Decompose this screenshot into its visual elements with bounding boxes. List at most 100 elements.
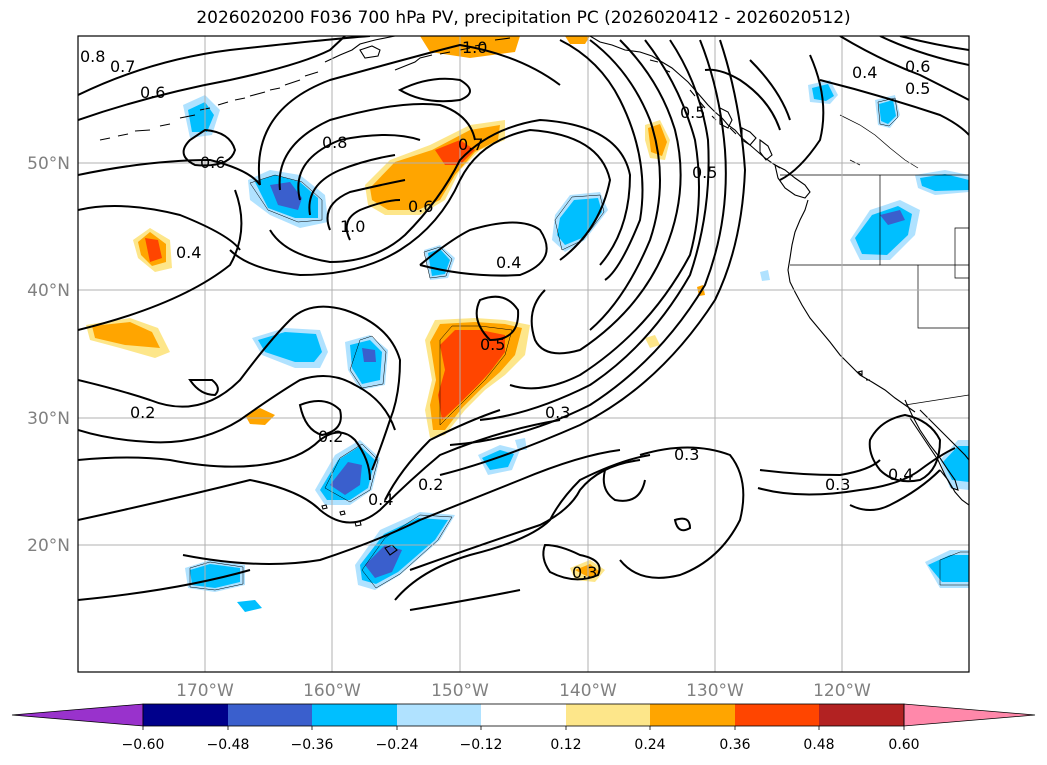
pv-contour xyxy=(530,39,682,355)
colorbar-cell-max-extend xyxy=(903,703,1036,727)
pv-contour xyxy=(619,446,745,579)
lat-label: 30°N xyxy=(27,409,70,429)
pv-contour xyxy=(269,118,632,266)
pv-contour xyxy=(182,449,621,565)
contour-label: 0.6 xyxy=(408,197,433,216)
contour-label: 0.6 xyxy=(140,83,165,102)
contour-label: 0.3 xyxy=(545,403,570,422)
pv-contour xyxy=(673,517,692,532)
pv-contour xyxy=(868,413,942,483)
colorbar-tick-label: −0.12 xyxy=(460,737,503,753)
contour-label: 0.4 xyxy=(888,465,913,484)
contour-label: 0.7 xyxy=(110,57,135,76)
pv-contour xyxy=(229,128,612,277)
colorbar-cell xyxy=(397,704,481,726)
lon-label: 170°W xyxy=(176,681,234,701)
contour-label: 0.2 xyxy=(418,475,443,494)
precip-shading xyxy=(86,36,969,612)
contour-label: 0.4 xyxy=(496,253,521,272)
colorbar-tick-label: −0.60 xyxy=(122,737,165,753)
colorbar-tick-label: −0.24 xyxy=(376,737,419,753)
lon-label: 150°W xyxy=(431,681,489,701)
pv-contour xyxy=(78,375,396,444)
contour-labels: 0.8 0.7 0.6 0.6 1.0 0.8 1.0 0.7 0.6 0.4 … xyxy=(80,38,930,582)
contour-label: 1.0 xyxy=(340,217,365,236)
contour-label: 0.4 xyxy=(852,63,877,82)
contour-label: 0.2 xyxy=(318,427,343,446)
contour-label: 0.6 xyxy=(200,153,225,172)
pv-contour xyxy=(559,39,644,281)
pv-contour xyxy=(78,431,371,481)
pv-contour xyxy=(278,103,476,191)
contour-label: 0.8 xyxy=(80,47,105,66)
contour-label: 0.6 xyxy=(905,57,930,76)
pv-contour xyxy=(759,459,881,477)
colorbar-cell xyxy=(143,704,228,726)
pv-contour xyxy=(78,305,402,471)
map-title: 2026020200 F036 700 hPa PV, precipitatio… xyxy=(196,8,851,28)
contour-label: 0.3 xyxy=(674,445,699,464)
contour-label: 0.5 xyxy=(680,103,705,122)
pv-contour xyxy=(182,128,237,167)
colorbar: −0.60 −0.48 −0.36 −0.24 −0.12 0.12 0.24 … xyxy=(11,703,1036,753)
pv-contour xyxy=(704,68,781,131)
pv-contour xyxy=(449,39,727,446)
contour-label: 0.8 xyxy=(322,133,347,152)
colorbar-cell xyxy=(819,704,904,726)
pv-contour xyxy=(384,409,501,501)
pv-contour xyxy=(78,569,521,611)
borders xyxy=(780,114,969,406)
pv-contour xyxy=(542,543,601,581)
pv-contour xyxy=(78,189,243,331)
pv-contour xyxy=(419,221,548,277)
pv-contour xyxy=(257,43,561,186)
pv-contour xyxy=(298,400,342,437)
colorbar-cell xyxy=(650,704,735,726)
pv-contour xyxy=(297,134,421,201)
pv-contours xyxy=(78,36,969,611)
contour-label: 0.4 xyxy=(368,490,393,509)
pv-contour xyxy=(394,454,651,601)
colorbar-tick-label: 0.24 xyxy=(634,737,665,753)
pv-contour xyxy=(78,158,261,186)
pv-contour xyxy=(188,379,219,397)
contour-label: 0.2 xyxy=(130,403,155,422)
colorbar-cell xyxy=(312,704,397,726)
colorbar-tick-label: 0.60 xyxy=(888,737,919,753)
pv-contour xyxy=(479,39,710,421)
pv-contour xyxy=(409,459,641,571)
pv-contour xyxy=(819,79,969,136)
pv-contour xyxy=(78,205,241,251)
pv-contour xyxy=(589,39,661,331)
pv-contour xyxy=(475,295,520,342)
pv-contour xyxy=(326,179,406,231)
pv-contour xyxy=(308,154,396,216)
pv-contour xyxy=(757,447,956,496)
gridlines xyxy=(78,36,969,672)
pv-contour xyxy=(345,199,401,241)
colorbar-tick-label: −0.36 xyxy=(291,737,334,753)
pv-contour xyxy=(849,469,941,511)
pv-contour xyxy=(78,36,371,96)
colorbar-tick-label: 0.12 xyxy=(550,737,581,753)
contour-label: 0.5 xyxy=(905,79,930,98)
pv-contour xyxy=(839,36,969,101)
contour-label: 0.3 xyxy=(825,475,850,494)
colorbar-cell xyxy=(735,704,819,726)
map-frame xyxy=(77,35,970,673)
lat-label: 40°N xyxy=(27,281,70,301)
map-plot-area: 0.8 0.7 0.6 0.6 1.0 0.8 1.0 0.7 0.6 0.4 … xyxy=(78,36,969,672)
lat-label: 20°N xyxy=(27,536,70,556)
pv-contour xyxy=(397,77,471,103)
contour-label: 1.0 xyxy=(462,38,487,57)
colorbar-tick-label: 0.48 xyxy=(803,737,834,753)
pv-contour xyxy=(879,36,969,66)
lon-label: 130°W xyxy=(686,681,744,701)
colorbar-tick-label: −0.48 xyxy=(207,737,250,753)
pv-contour xyxy=(509,39,700,390)
contour-label: 0.5 xyxy=(692,163,717,182)
colorbar-cell-min-extend xyxy=(11,703,144,727)
pv-contour xyxy=(78,419,561,524)
contour-label: 0.5 xyxy=(480,335,505,354)
pv-contour xyxy=(749,54,825,181)
